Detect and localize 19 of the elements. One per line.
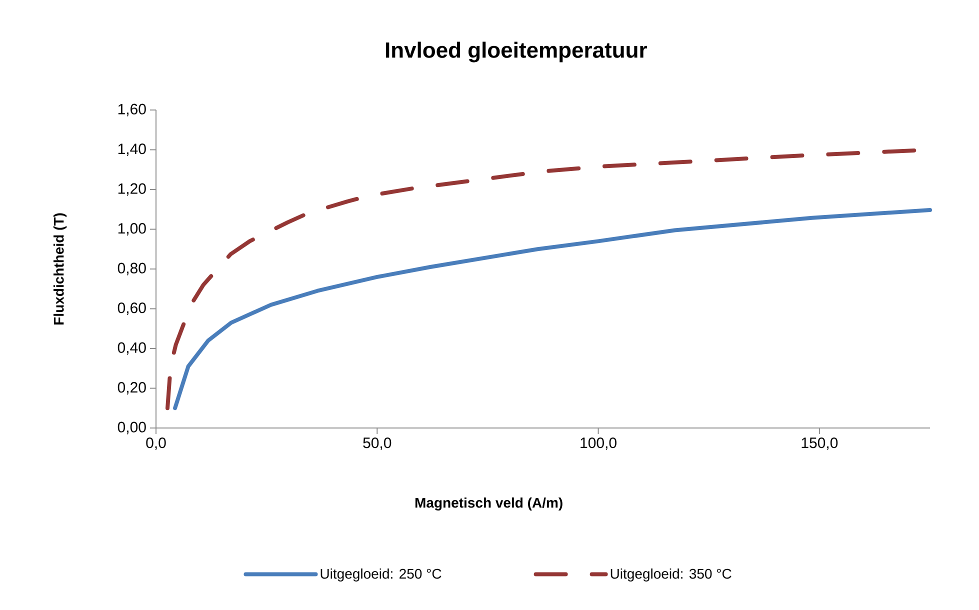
y-tick-label: 1,00 [118,223,146,236]
line-series [173,208,932,410]
y-tick-label: 0,00 [118,422,146,434]
y-tick-label: 0,60 [118,302,146,315]
x-tick-label: 50,0 [363,438,392,450]
y-tick-label: 1,40 [118,144,146,156]
y-tick-label: 0,40 [118,342,146,355]
x-tick-label: 100,0 [580,438,616,450]
legend-label: Uitgegloeid: 350 °C [610,568,732,582]
y-tick-label: 0,20 [118,382,146,394]
x-axis-title: Magnetisch veld (A/m) [415,497,562,511]
y-tick-label: 0,80 [118,262,146,276]
legend-label: Uitgegloeid: 250 °C [320,568,442,582]
x-tick-label: 0,0 [146,438,166,450]
y-axis-title: Fluxdichtheid (T) [54,213,67,324]
x-tick-label: 150,0 [802,438,838,450]
chart-title: Invloed gloeitemperatuur [386,42,647,62]
y-tick-label: 1,60 [118,104,146,116]
y-tick-label: 1,20 [118,183,146,196]
